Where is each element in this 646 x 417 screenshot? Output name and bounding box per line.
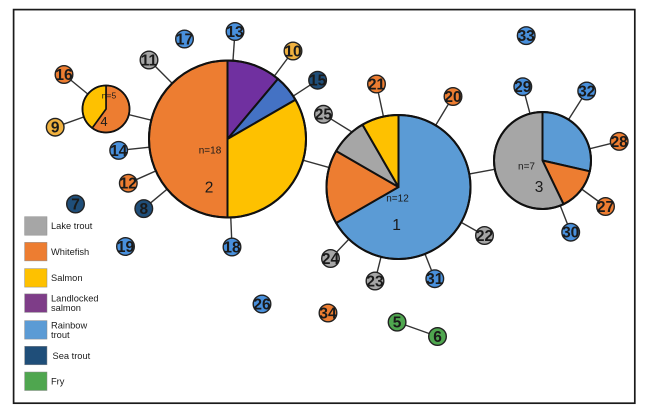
svg-text:31: 31 [426, 271, 444, 288]
svg-text:Landlocked: Landlocked [51, 294, 99, 304]
svg-text:10: 10 [284, 43, 301, 60]
svg-text:25: 25 [315, 107, 333, 124]
svg-text:8: 8 [139, 201, 148, 218]
svg-text:17: 17 [176, 31, 193, 48]
svg-text:n=18: n=18 [199, 146, 222, 157]
svg-text:27: 27 [597, 199, 614, 216]
svg-text:26: 26 [253, 296, 271, 313]
svg-text:21: 21 [368, 76, 386, 93]
svg-text:20: 20 [444, 89, 461, 106]
svg-text:29: 29 [514, 79, 532, 96]
svg-text:3: 3 [535, 179, 544, 196]
svg-text:5: 5 [393, 315, 402, 332]
svg-text:trout: trout [51, 330, 70, 340]
svg-text:19: 19 [117, 239, 135, 256]
svg-text:1: 1 [392, 217, 401, 234]
svg-text:6: 6 [433, 329, 442, 346]
svg-text:32: 32 [578, 83, 595, 100]
svg-text:34: 34 [319, 305, 337, 322]
svg-text:33: 33 [518, 28, 536, 45]
svg-text:Rainbow: Rainbow [51, 320, 87, 330]
svg-text:Whitefish: Whitefish [51, 247, 89, 257]
svg-text:Salmon: Salmon [51, 273, 83, 283]
svg-text:12: 12 [120, 176, 137, 193]
svg-text:18: 18 [223, 239, 241, 256]
svg-text:16: 16 [55, 67, 73, 84]
svg-text:22: 22 [476, 228, 493, 245]
svg-text:Lake trout: Lake trout [51, 221, 93, 231]
svg-text:4: 4 [100, 114, 107, 129]
svg-text:24: 24 [322, 251, 340, 268]
svg-text:30: 30 [562, 225, 579, 242]
svg-text:Sea trout: Sea trout [53, 351, 91, 361]
svg-text:n=7: n=7 [518, 162, 535, 173]
svg-text:28: 28 [611, 134, 629, 151]
svg-text:23: 23 [366, 273, 384, 290]
svg-text:11: 11 [141, 52, 158, 69]
svg-text:13: 13 [226, 24, 244, 41]
svg-text:Fry: Fry [51, 377, 65, 387]
svg-text:salmon: salmon [51, 303, 81, 313]
svg-text:n=5: n=5 [102, 91, 117, 101]
svg-text:15: 15 [309, 73, 327, 90]
svg-text:2: 2 [205, 180, 214, 197]
svg-text:n=12: n=12 [386, 194, 409, 205]
svg-text:9: 9 [51, 120, 60, 137]
svg-text:7: 7 [71, 196, 80, 213]
svg-text:14: 14 [110, 143, 128, 160]
